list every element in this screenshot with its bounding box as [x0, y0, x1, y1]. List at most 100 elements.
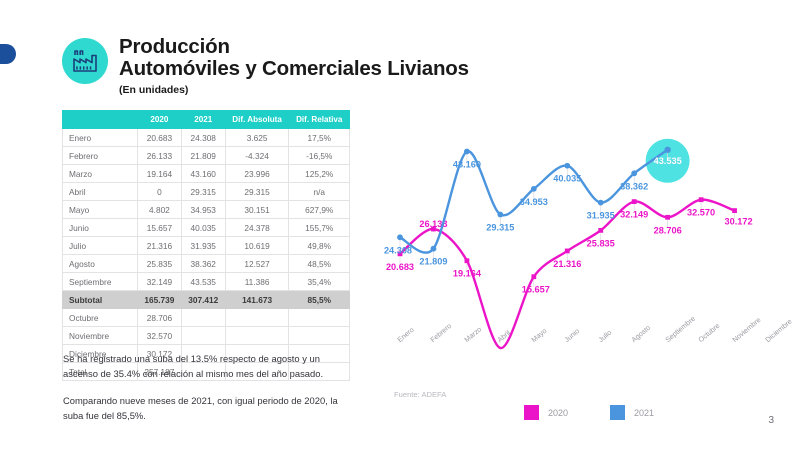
data-label: 21.316: [553, 259, 581, 269]
table-cell-month: Octubre: [62, 308, 138, 327]
data-label: 21.809: [419, 257, 447, 267]
highlighted-data-point: [664, 146, 671, 153]
table-cell-rel: 48,5%: [288, 254, 350, 273]
table-cell-abs: [224, 308, 290, 327]
data-label: 43.535: [654, 156, 682, 166]
table-cell-month: Febrero: [62, 146, 138, 165]
data-point: [665, 214, 671, 220]
table-cell-y2021: 43.160: [180, 164, 226, 183]
data-point: [397, 251, 403, 257]
table-row: Subtotal 165.739 307.412 141.673 85,5%: [62, 290, 350, 309]
column-header-2020: 2020: [137, 110, 182, 129]
data-point: [431, 226, 436, 232]
data-label: 29.315: [486, 223, 514, 233]
table-cell-y2020: 21.316: [137, 236, 182, 255]
data-point: [564, 248, 570, 254]
table-cell-abs: 10.619: [224, 236, 290, 255]
data-label: 43.160: [453, 159, 481, 169]
table-cell-y2020: 165.739: [137, 290, 182, 309]
table-row: Mayo 4.802 34.953 30.151 627,9%: [62, 200, 350, 219]
legend-item-2021: 2021: [610, 405, 654, 420]
table-cell-y2020: 25.835: [137, 254, 182, 273]
page-title-line1: Producción: [119, 35, 230, 58]
table-cell-month: Septiembre: [62, 272, 138, 291]
table-cell-rel: [288, 308, 350, 327]
factory-icon: [62, 38, 108, 84]
data-label: 34.953: [520, 197, 548, 207]
data-point: [430, 245, 437, 252]
table-row: Total 257.187: [62, 362, 350, 381]
table-cell-y2020: 26.133: [137, 146, 182, 165]
table-cell-abs: 11.386: [224, 272, 290, 291]
chart-source: Fuente: ADEFA: [394, 390, 447, 399]
data-label: 19.164: [453, 269, 482, 279]
table-row: Marzo 19.164 43.160 23.996 125,2%: [62, 164, 350, 183]
table-cell-abs: 24.378: [224, 218, 290, 237]
table-cell-month: Subtotal: [62, 290, 138, 309]
table-cell-y2021: 24.308: [180, 128, 226, 147]
data-point: [698, 197, 704, 203]
table-row: Febrero 26.133 21.809 -4.324 -16,5%: [62, 146, 350, 165]
column-header-month: [62, 110, 138, 129]
column-header-2021: 2021: [180, 110, 226, 129]
table-row: Junio 15.657 40.035 24.378 155,7%: [62, 218, 350, 237]
legend-label-2021: 2021: [634, 407, 655, 418]
table-header-row: 2020 2021 Dif. Absoluta Dif. Relativa: [62, 110, 350, 129]
table-row: Agosto 25.835 38.362 12.527 48,5%: [62, 254, 350, 273]
series-line-2020: [398, 198, 736, 350]
table-cell-rel: 627,9%: [288, 200, 350, 219]
production-table: 2020 2021 Dif. Absoluta Dif. Relativa En…: [62, 110, 350, 381]
series-line-2021: [398, 148, 669, 254]
data-label: 30.172: [724, 217, 752, 227]
data-label: 31.935: [587, 211, 615, 221]
data-label: 40.035: [553, 174, 581, 184]
table-cell-month: Agosto: [62, 254, 138, 273]
legend-swatch-2021: [610, 405, 626, 420]
table-cell-rel: [288, 362, 350, 381]
table-cell-rel: 17,5%: [288, 128, 350, 147]
table-cell-rel: n/a: [288, 182, 350, 201]
table-row: Octubre 28.706: [62, 308, 350, 327]
legend-label-2020: 2020: [548, 407, 569, 418]
page-number: 3: [768, 415, 774, 426]
table-cell-month: Junio: [62, 218, 138, 237]
table-cell-y2020: 32.149: [137, 272, 182, 291]
table-cell-rel: 85,5%: [288, 290, 350, 309]
table-cell-abs: [224, 326, 290, 345]
table-row: Julio 21.316 31.935 10.619 49,8%: [62, 236, 350, 255]
data-point: [497, 211, 504, 218]
data-label: 15.657: [522, 285, 550, 295]
table-cell-y2021: 38.362: [180, 254, 226, 273]
table-row: Enero 20.683 24.308 3.625 17,5%: [62, 128, 350, 147]
data-label: 32.149: [620, 210, 648, 220]
table-cell-y2020: 19.164: [137, 164, 182, 183]
data-point: [464, 148, 470, 155]
column-header-dif-relativa: Dif. Relativa: [288, 110, 350, 129]
data-point: [464, 258, 470, 264]
data-point: [631, 170, 638, 177]
column-header-dif-absoluta: Dif. Absoluta: [224, 110, 290, 129]
table-row: Noviembre 32.570: [62, 326, 350, 345]
table-cell-rel: -16,5%: [288, 146, 350, 165]
table-cell-month: Noviembre: [62, 326, 138, 345]
data-point: [597, 199, 604, 206]
highlight-bubble: [645, 138, 690, 183]
table-cell-month: Abril: [62, 182, 138, 201]
table-cell-y2021: 43.535: [180, 272, 226, 291]
table-cell-rel: 155,7%: [288, 218, 350, 237]
data-label: 38.362: [620, 181, 648, 191]
data-label: 26.133: [419, 219, 447, 229]
legend-swatch-2020: [524, 405, 539, 420]
chart-legend: 2020 2021: [524, 405, 654, 420]
table-body: Enero 20.683 24.308 3.625 17,5% Febrero 26.133…: [62, 128, 350, 381]
table-cell-y2020: 32.570: [137, 326, 182, 345]
note-paragraph-2: Comparando nueve meses de 2021, con igua…: [63, 395, 338, 421]
table-cell-rel: 35,4%: [288, 272, 350, 291]
table-cell-y2021: 40.035: [180, 218, 226, 237]
data-point: [397, 234, 403, 241]
table-cell-y2021: 307.412: [180, 290, 226, 309]
chart-series-2021: 24.308 21.809 43.160 29.315 34.953 40.035 31.9…: [384, 146, 682, 267]
decorative-pill: [0, 44, 16, 64]
table-cell-y2021: [180, 326, 226, 345]
data-label: 25.835: [587, 238, 615, 248]
